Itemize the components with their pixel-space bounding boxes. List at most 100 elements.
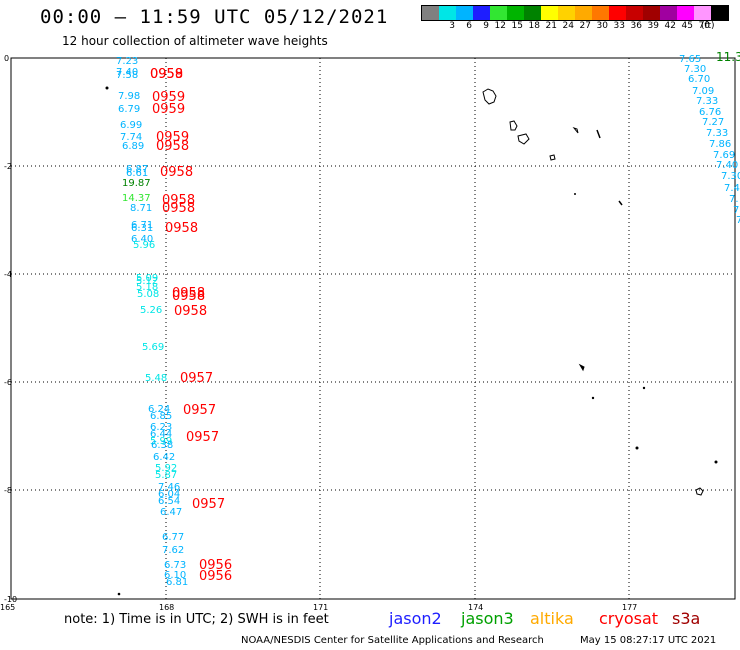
pass-time-label: 0958 bbox=[162, 193, 195, 208]
pass-time-label: 0959 bbox=[156, 130, 189, 145]
island-outline bbox=[695, 487, 704, 496]
legend-swatch bbox=[677, 6, 694, 20]
legend-label: 70 bbox=[698, 21, 710, 31]
credit-text: NOAA/NESDIS Center for Satellite Applica… bbox=[241, 635, 544, 646]
legend-swatch bbox=[626, 6, 643, 20]
legend-label: 45 bbox=[681, 21, 693, 31]
wave-height-label: 5.08 bbox=[137, 289, 159, 300]
legend-label: 18 bbox=[528, 21, 540, 31]
wave-height-label: 19.87 bbox=[122, 178, 151, 189]
y-tick-label: -8 bbox=[4, 486, 12, 495]
pass-time-label: 0957 bbox=[183, 403, 216, 418]
legend-label: 6 bbox=[466, 21, 472, 31]
legend-label: 39 bbox=[647, 21, 659, 31]
pass-time-label: 0958 bbox=[150, 67, 183, 82]
pass-time-label: 0958 bbox=[160, 165, 193, 180]
legend-swatch bbox=[473, 6, 490, 20]
legend-label: 30 bbox=[596, 21, 608, 31]
wave-height-label: 7.62 bbox=[162, 545, 184, 556]
wave-height-label: 6.04 bbox=[158, 489, 180, 500]
legend-swatch bbox=[524, 6, 541, 20]
pass-time-label: 0956 bbox=[199, 558, 232, 573]
wave-height-label: 7 bbox=[736, 215, 740, 226]
y-tick-label: 0 bbox=[4, 54, 9, 63]
satellite-cryosat-label: cryosat bbox=[599, 609, 659, 628]
legend-swatch bbox=[711, 6, 728, 20]
wave-height-label: 6.87 bbox=[126, 164, 148, 175]
wave-height-label: 6.40 bbox=[131, 234, 153, 245]
color-legend: 3 6 9 12 15 18 21 24 27 30 33 36 39 42 45 70 bbox=[421, 5, 729, 33]
pass-time-label: 0958 bbox=[174, 304, 207, 319]
wave-height-label: 7.09 bbox=[692, 86, 714, 97]
legend-swatch bbox=[643, 6, 660, 20]
island-outlines bbox=[105, 86, 718, 596]
x-tick-label: 165 bbox=[0, 603, 15, 612]
wave-height-label: 7.40 bbox=[716, 160, 738, 171]
legend-label: 42 bbox=[664, 21, 676, 31]
wave-height-label: 7.33 bbox=[706, 128, 728, 139]
x-tick-label: 168 bbox=[159, 603, 174, 612]
legend-label: 36 bbox=[630, 21, 642, 31]
wave-height-label: 7.23 bbox=[116, 56, 138, 67]
legend-labels: 3 6 9 12 15 18 21 24 27 30 33 36 39 42 45 70 bbox=[421, 21, 729, 33]
wave-height-label: 6.71 bbox=[131, 220, 153, 231]
legend-label: 21 bbox=[545, 21, 557, 31]
axis-ticks: 165 168 171 174 177 0 -2 -4 -6 -8 -10 bbox=[0, 54, 637, 612]
y-tick-label: -6 bbox=[4, 378, 12, 387]
pass-time-label: 0958 bbox=[162, 201, 195, 216]
island-dot bbox=[117, 592, 121, 596]
island-outline bbox=[517, 133, 530, 145]
timestamp-text: May 15 08:27:17 UTC 2021 bbox=[580, 635, 717, 646]
wave-height-label: 7.40 bbox=[116, 67, 138, 78]
map-grid bbox=[11, 58, 735, 599]
island-outline bbox=[618, 200, 623, 206]
island-outline bbox=[578, 363, 585, 372]
island-outline bbox=[596, 129, 601, 139]
map-subtitle: 12 hour collection of altimeter wave hei… bbox=[62, 34, 328, 48]
x-tick-label: 171 bbox=[313, 603, 328, 612]
legend-label: 12 bbox=[494, 21, 506, 31]
wave-height-label: 7. bbox=[729, 194, 739, 205]
legend-swatch bbox=[558, 6, 575, 20]
wave-height-label: 6.85 bbox=[150, 411, 172, 422]
wave-height-label: 6.89 bbox=[122, 141, 144, 152]
wave-height-label: 5.12 bbox=[136, 276, 158, 287]
wave-height-label: 7.4 bbox=[724, 183, 740, 194]
wave-height-label: 5.99 bbox=[150, 436, 172, 447]
legend-swatch bbox=[439, 6, 456, 20]
legend-label: 15 bbox=[511, 21, 523, 31]
legend-swatch bbox=[490, 6, 507, 20]
wave-height-label: 6.23 bbox=[150, 422, 172, 433]
wave-height-label: 7 bbox=[733, 205, 739, 216]
legend-swatch bbox=[456, 6, 473, 20]
wave-height-label: 7.33 bbox=[696, 96, 718, 107]
wave-height-label: 6.47 bbox=[160, 507, 182, 518]
pass-time-label: 0957 bbox=[192, 497, 225, 512]
wave-height-label: 7.74 bbox=[120, 132, 142, 143]
legend-color-bar bbox=[421, 5, 729, 21]
wave-height-label: 5.96 bbox=[133, 240, 155, 251]
pass-time-label: 0957 bbox=[180, 371, 213, 386]
wave-height-label: 5.69 bbox=[142, 342, 164, 353]
pass-time-label: 0958 bbox=[172, 286, 205, 301]
legend-swatch bbox=[609, 6, 626, 20]
island-outline bbox=[482, 88, 497, 105]
island-dot bbox=[635, 446, 639, 450]
wave-height-label: 7.30 bbox=[721, 171, 740, 182]
pass-time-label: 0959 bbox=[152, 90, 185, 105]
wave-height-label: 6.42 bbox=[153, 452, 175, 463]
wave-height-label: 6.79 bbox=[118, 104, 140, 115]
wave-height-label: 5.87 bbox=[155, 470, 177, 481]
map-title: 00:00 – 11:59 UTC 05/12/2021 bbox=[40, 6, 389, 28]
y-tick-label: -4 bbox=[4, 270, 12, 279]
legend-label: 24 bbox=[562, 21, 574, 31]
wave-height-label: 6.10 bbox=[164, 570, 186, 581]
legend-swatch bbox=[660, 6, 677, 20]
wave-height-label: 6.38 bbox=[151, 440, 173, 451]
satellite-jason2-label: jason2 bbox=[389, 609, 442, 628]
wave-height-label: 8.71 bbox=[130, 203, 152, 214]
wave-height-label: 7.86 bbox=[709, 139, 731, 150]
island-dot bbox=[105, 86, 109, 90]
island-outline bbox=[572, 126, 579, 134]
